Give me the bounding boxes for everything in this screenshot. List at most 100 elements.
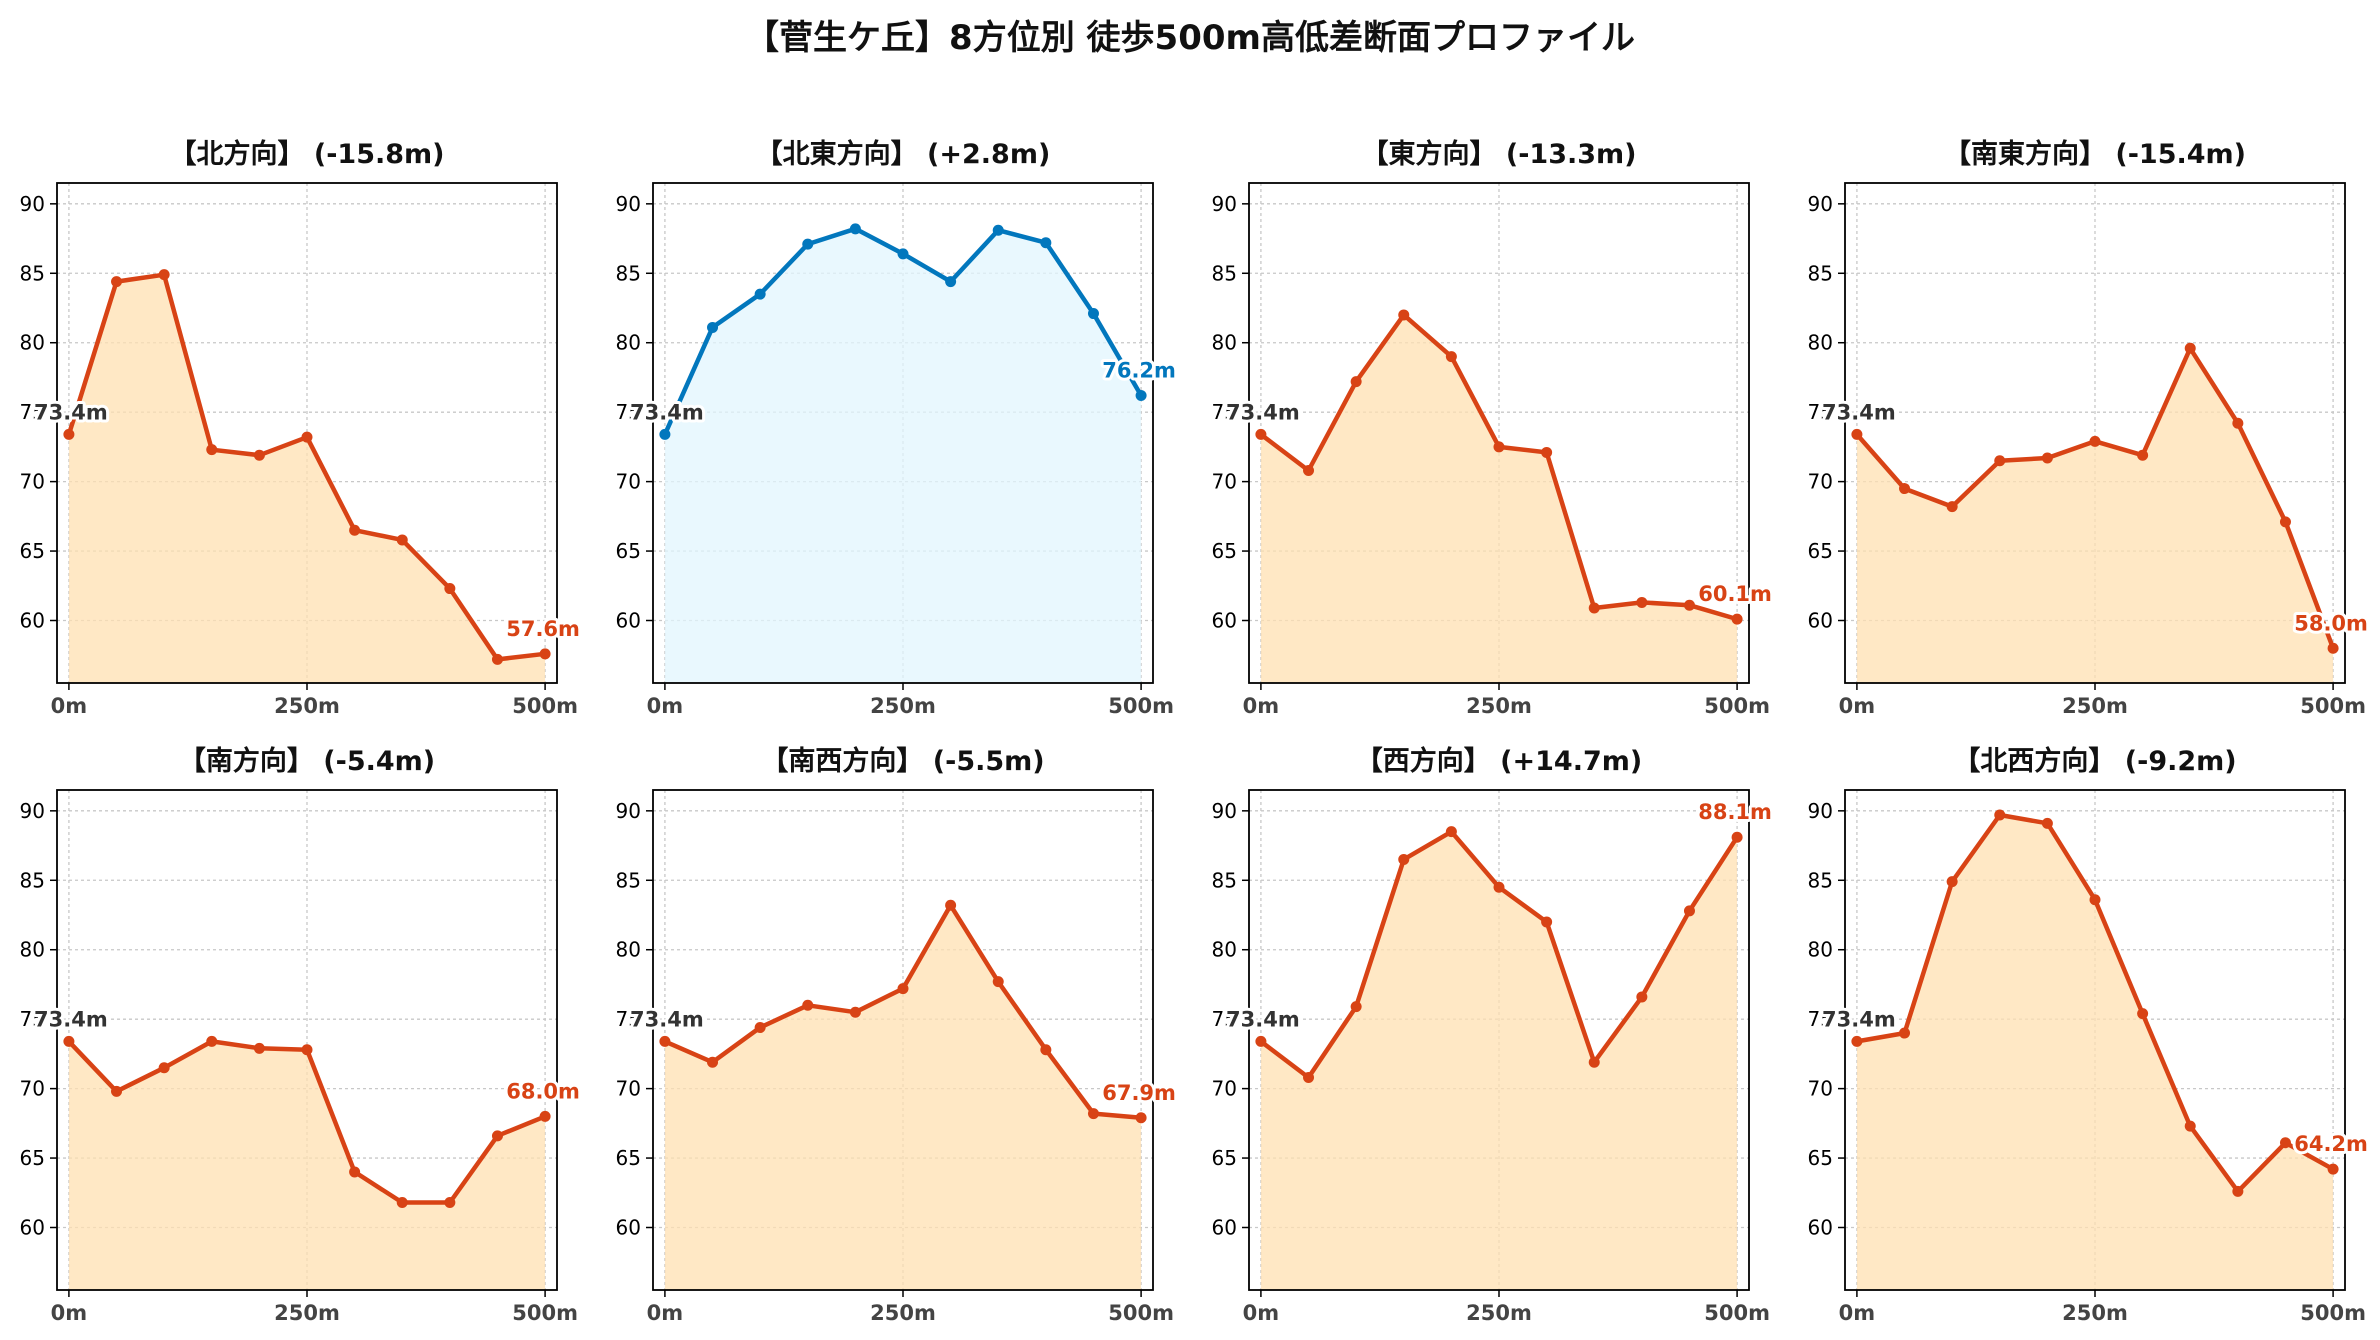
y-tick-label: 65 — [20, 539, 45, 563]
chart-panel-4: 60 65 70 75 80 85 90 0m 250m 500m 【南方向】 (-5.4m) 73.… — [20, 745, 583, 1325]
chart-panel-3: 60 65 70 75 80 85 90 0m 250m 500m 【南東方向】 (-15.4m) 7… — [1808, 138, 2371, 718]
chart-panel-0: 60 65 70 75 80 85 90 0m 250m 500m 【北方向】 (-15.8m) 73… — [20, 138, 583, 718]
data-point — [63, 1035, 75, 1047]
y-tick-label: 75 — [20, 1007, 45, 1031]
data-point — [1303, 1072, 1315, 1083]
y-tick-label: 65 — [1808, 1146, 1833, 1170]
y-tick-label: 70 — [616, 470, 641, 494]
area-fill — [1260, 831, 1738, 1290]
start-value-label: 73.4m — [630, 1007, 704, 1031]
start-value-label: 73.4m — [1226, 400, 1300, 424]
data-point — [659, 428, 671, 440]
y-tick-label: 90 — [1212, 192, 1237, 216]
y-tick-label: 80 — [1808, 331, 1833, 355]
data-point — [707, 1056, 719, 1068]
data-point — [111, 1085, 123, 1097]
y-tick-label: 70 — [1212, 470, 1237, 494]
x-tick-label: 250m — [1466, 1301, 1532, 1325]
data-point — [1994, 809, 2006, 821]
y-tick-label: 75 — [1808, 400, 1833, 424]
area-fill — [1856, 348, 2334, 683]
y-tick-label: 70 — [1808, 1077, 1833, 1101]
data-point — [2279, 1137, 2291, 1149]
x-tick-label: 500m — [2300, 1301, 2366, 1325]
y-tick-label: 80 — [616, 938, 641, 962]
end-value-label: 60.1m — [1698, 582, 1772, 606]
data-point — [349, 1166, 361, 1178]
data-point — [1135, 1112, 1147, 1124]
data-point — [206, 444, 218, 456]
data-point — [1398, 853, 1410, 865]
y-tick-label: 70 — [616, 1077, 641, 1101]
data-point — [2327, 642, 2339, 654]
data-point — [2232, 417, 2244, 429]
data-point — [539, 1110, 551, 1122]
x-tick-label: 0m — [51, 1301, 88, 1325]
y-tick-label: 90 — [616, 192, 641, 216]
data-point — [2137, 1008, 2149, 1020]
data-point — [1731, 613, 1743, 625]
y-tick-label: 75 — [1212, 1007, 1237, 1031]
y-tick-label: 85 — [1212, 261, 1237, 285]
data-point — [2184, 1120, 2196, 1132]
data-point — [754, 288, 766, 300]
y-tick-label: 70 — [20, 470, 45, 494]
panel-title: 【西方向】 (+14.7m) — [1356, 745, 1642, 777]
panel-title: 【東方向】 (-13.3m) — [1361, 138, 1636, 170]
x-tick-label: 0m — [647, 1301, 684, 1325]
y-tick-label: 90 — [20, 192, 45, 216]
area-fill — [664, 228, 1142, 684]
end-value-label: 64.2m — [2294, 1132, 2368, 1156]
y-tick-label: 90 — [1808, 192, 1833, 216]
data-point — [444, 583, 456, 595]
start-value-label: 73.4m — [1822, 1007, 1896, 1031]
data-point — [444, 1197, 456, 1208]
data-point — [1087, 308, 1099, 320]
x-tick-label: 500m — [1704, 1301, 1770, 1325]
y-tick-label: 90 — [20, 799, 45, 823]
data-point — [2137, 449, 2149, 461]
data-point — [707, 321, 719, 333]
data-point — [1851, 428, 1863, 440]
data-point — [1040, 237, 1052, 249]
data-point — [396, 534, 408, 546]
data-point — [659, 1035, 671, 1047]
data-point — [1683, 905, 1695, 917]
x-tick-label: 500m — [2300, 694, 2366, 718]
y-tick-label: 60 — [1212, 1216, 1237, 1240]
start-value-label: 73.4m — [1822, 400, 1896, 424]
x-tick-label: 500m — [1704, 694, 1770, 718]
data-point — [491, 653, 503, 665]
y-tick-label: 65 — [616, 539, 641, 563]
data-point — [802, 238, 814, 250]
data-point — [1445, 351, 1457, 363]
y-tick-label: 90 — [1212, 799, 1237, 823]
y-tick-label: 65 — [1212, 539, 1237, 563]
end-value-label: 67.9m — [1102, 1081, 1176, 1105]
data-point — [539, 648, 551, 660]
data-point — [802, 999, 814, 1011]
data-point — [111, 276, 123, 288]
y-tick-label: 65 — [616, 1146, 641, 1170]
data-point — [992, 976, 1004, 988]
y-tick-label: 80 — [1212, 938, 1237, 962]
y-tick-label: 65 — [20, 1146, 45, 1170]
panel-title: 【北方向】 (-15.8m) — [169, 138, 444, 170]
data-point — [1636, 596, 1648, 608]
x-tick-label: 0m — [51, 694, 88, 718]
data-point — [1303, 465, 1315, 476]
data-point — [849, 1006, 861, 1018]
data-point — [2184, 342, 2196, 354]
y-tick-label: 90 — [1808, 799, 1833, 823]
y-tick-label: 60 — [1808, 1216, 1833, 1240]
area-fill — [68, 274, 546, 683]
y-tick-label: 70 — [1212, 1077, 1237, 1101]
data-point — [1398, 309, 1410, 321]
data-point — [1255, 428, 1267, 440]
y-tick-label: 80 — [616, 331, 641, 355]
y-tick-label: 60 — [20, 609, 45, 633]
data-point — [1588, 1056, 1600, 1068]
data-point — [349, 524, 361, 536]
x-tick-label: 0m — [1839, 1301, 1876, 1325]
